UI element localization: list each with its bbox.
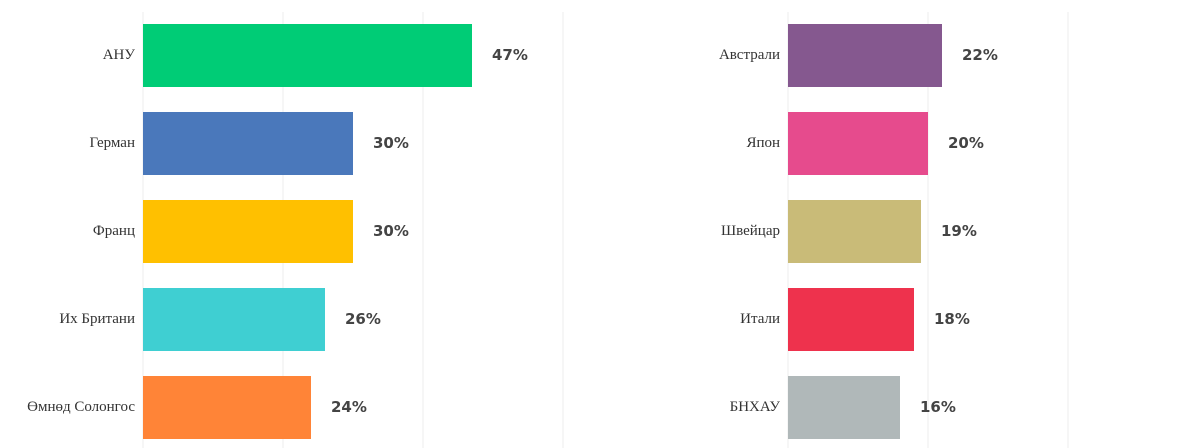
value-label: 19% [941, 222, 977, 240]
category-label: Австрали [719, 47, 780, 63]
category-label: Франц [93, 223, 135, 239]
category-label: Герман [89, 135, 135, 151]
bar [788, 376, 900, 439]
bar [788, 24, 942, 87]
category-label: Их Британи [59, 311, 135, 327]
value-label: 22% [962, 46, 998, 64]
value-label: 30% [373, 134, 409, 152]
category-label: Швейцар [721, 223, 780, 239]
bar [143, 288, 325, 351]
bar [788, 288, 914, 351]
bar [143, 376, 311, 439]
value-label: 30% [373, 222, 409, 240]
category-label: Япон [746, 135, 780, 151]
bar [143, 24, 472, 87]
value-label: 26% [345, 310, 381, 328]
bar [788, 200, 921, 263]
value-label: 16% [920, 398, 956, 416]
value-label: 20% [948, 134, 984, 152]
value-label: 47% [492, 46, 528, 64]
category-label: Өмнөд Солонгос [27, 399, 135, 415]
bar [143, 112, 353, 175]
bar [143, 200, 353, 263]
value-label: 24% [331, 398, 367, 416]
category-label: АНУ [103, 47, 136, 63]
value-label: 18% [934, 310, 970, 328]
category-label: БНХАУ [730, 399, 781, 415]
bar [788, 112, 928, 175]
category-label: Итали [740, 311, 780, 327]
